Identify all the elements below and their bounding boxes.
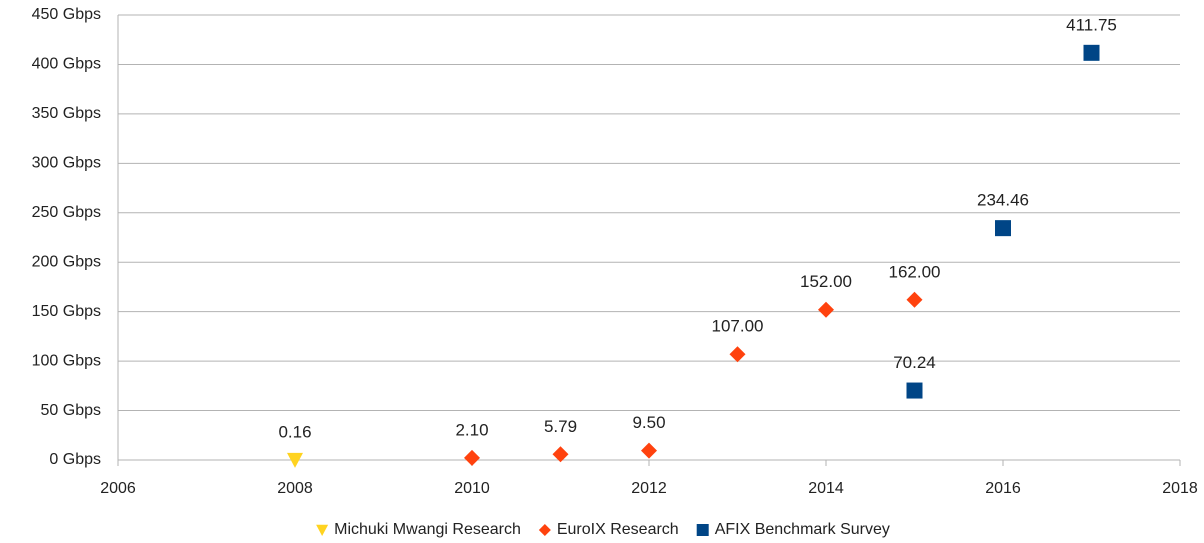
y-tick-label: 100 Gbps [32,352,101,369]
legend-marker [316,524,329,536]
x-tick-label: 2016 [985,480,1021,497]
legend-marker [696,524,709,536]
data-label: 152.00 [800,272,852,291]
data-label: 5.79 [544,417,577,436]
data-label: 2.10 [455,420,488,439]
y-tick-label: 150 Gbps [32,303,101,320]
point [818,301,834,318]
point [906,291,923,308]
legend-marker [538,524,551,536]
y-tick-label: 450 Gbps [32,6,101,23]
point [464,449,480,466]
data-label: 9.50 [632,413,665,432]
legend-label: AFIX Benchmark Survey [715,521,890,538]
x-tick-label: 2014 [808,480,844,497]
y-tick-label: 350 Gbps [32,105,101,122]
x-tick-label: 2006 [100,480,136,497]
y-tick-label: 200 Gbps [32,253,101,270]
point [287,452,303,468]
data-label: 162.00 [889,262,941,281]
y-tick-label: 50 Gbps [41,402,101,419]
point [995,220,1011,237]
x-tick-label: 2012 [631,480,667,497]
x-tick-label: 2018 [1162,480,1198,497]
y-tick-label: 400 Gbps [32,56,101,73]
x-tick-label: 2010 [454,480,490,497]
x-tick-label: 2008 [277,480,313,497]
point [1083,44,1100,61]
data-label: 234.46 [977,191,1029,210]
y-tick-label: 250 Gbps [32,204,101,221]
data-label: 411.75 [1066,15,1117,34]
legend-label: EuroIX Research [557,521,679,538]
y-tick-label: 300 Gbps [32,155,101,172]
data-label: 70.24 [893,353,936,372]
point [729,346,746,363]
legend-label: Michuki Mwangi Research [334,521,521,538]
data-label: 107.00 [712,317,764,336]
point [906,382,923,399]
point [552,446,569,463]
point [641,442,657,459]
y-tick-label: 0 Gbps [49,451,101,468]
data-label: 0.16 [278,422,311,441]
